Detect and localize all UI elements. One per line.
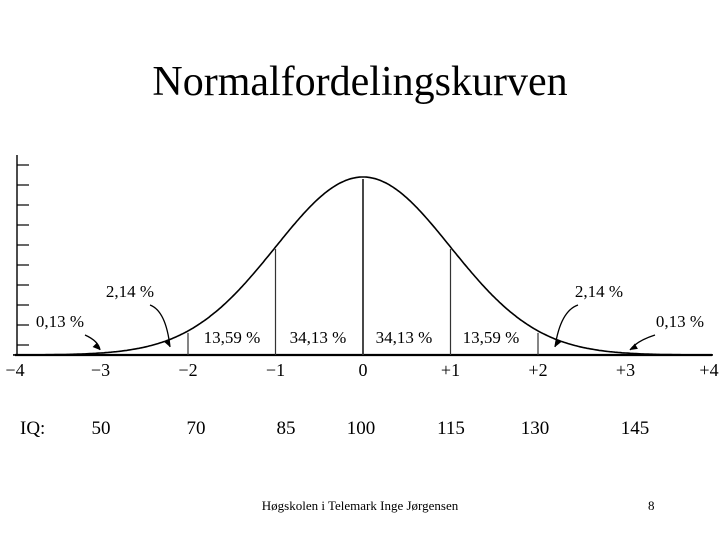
arrow-head: [555, 339, 562, 347]
x-tick-label: −2: [178, 360, 197, 380]
arrow-head: [92, 342, 100, 350]
region-percent-label: 2,14 %: [106, 282, 154, 301]
x-tick-label: 0: [359, 360, 368, 380]
iq-value: 145: [620, 418, 650, 439]
x-tick-label: +2: [528, 360, 547, 380]
normal-curve-chart: −4 −3 −2 −1 0 +1 +2 +3 +4 0,13 % 2,14 % 13,59 % 34,1…: [5, 155, 719, 380]
iq-value: 50: [91, 418, 111, 439]
iq-value: 70: [186, 418, 206, 439]
region-pointer-arrow: [84, 334, 101, 351]
x-tick-label: +3: [616, 360, 635, 380]
iq-label: IQ:: [20, 418, 46, 439]
x-tick-label: −4: [5, 360, 24, 380]
page-title: Normalfordelingskurven: [152, 59, 568, 105]
x-tick-label: +1: [441, 360, 460, 380]
region-percent-label: 13,59 %: [204, 328, 261, 347]
page-number: 8: [648, 498, 655, 513]
region-percent-label: 0,13 %: [656, 312, 704, 331]
iq-value: 130: [520, 418, 550, 439]
x-tick-label: −3: [91, 360, 110, 380]
iq-value: 115: [437, 418, 465, 439]
region-percent-label: 2,14 %: [575, 282, 623, 301]
x-tick-label: −1: [266, 360, 285, 380]
region-percent-label: 0,13 %: [36, 312, 84, 331]
bell-curve: [13, 176, 713, 356]
arrow-head: [630, 343, 638, 350]
x-tick-label: +4: [699, 360, 718, 380]
footer-text: Høgskolen i Telemark Inge Jørgensen: [261, 498, 459, 513]
iq-value: 100: [346, 418, 376, 439]
iq-value: 85: [276, 418, 296, 439]
arrow-head: [164, 339, 170, 347]
region-percent-label: 34,13 %: [376, 328, 433, 347]
region-percent-label: 34,13 %: [290, 328, 347, 347]
region-percent-label: 13,59 %: [463, 328, 520, 347]
